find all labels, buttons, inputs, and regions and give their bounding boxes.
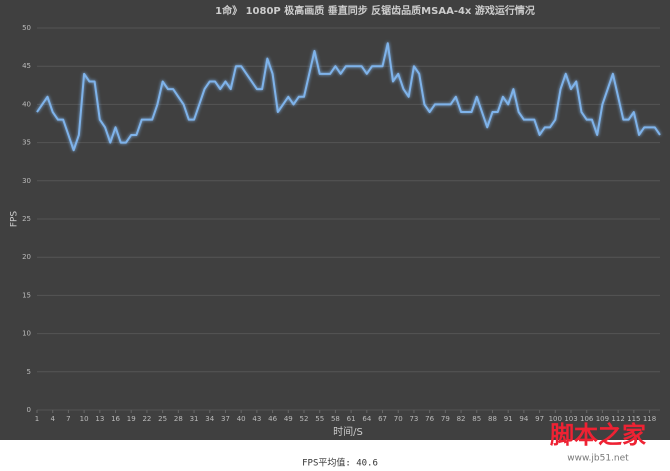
x-tick-label: 25 (158, 415, 167, 423)
x-tick-label: 109 (596, 415, 609, 423)
x-axis-label: 时间/S (333, 425, 363, 438)
y-tick-label: 25 (22, 215, 31, 223)
x-tick-label: 115 (627, 415, 640, 423)
y-tick-label: 5 (27, 368, 31, 376)
x-tick-label: 43 (252, 415, 261, 423)
x-tick-label: 1 (35, 415, 39, 423)
x-tick-label: 103 (564, 415, 577, 423)
y-tick-label: 45 (22, 62, 31, 70)
x-tick-label: 40 (237, 415, 246, 423)
x-tick-label: 118 (643, 415, 656, 423)
x-tick-label: 88 (488, 415, 497, 423)
x-tick-label: 16 (111, 415, 120, 423)
y-tick-label: 10 (22, 330, 31, 338)
chart-background (0, 0, 670, 440)
footer-text: FPS平均值: 40.6 (302, 457, 378, 469)
y-tick-label: 50 (22, 24, 31, 32)
y-tick-label: 40 (22, 100, 31, 108)
x-tick-label: 97 (535, 415, 544, 423)
watermark: 脚本之家 (550, 421, 646, 449)
x-tick-label: 61 (347, 415, 356, 423)
x-tick-label: 94 (519, 415, 528, 423)
x-tick-label: 7 (66, 415, 70, 423)
x-tick-label: 82 (457, 415, 466, 423)
x-tick-label: 76 (425, 415, 434, 423)
x-tick-label: 58 (331, 415, 340, 423)
x-tick-label: 79 (441, 415, 450, 423)
x-tick-label: 34 (205, 415, 214, 423)
x-tick-label: 37 (221, 415, 230, 423)
x-tick-label: 64 (362, 415, 371, 423)
y-tick-label: 30 (22, 177, 31, 185)
x-tick-label: 91 (504, 415, 513, 423)
x-tick-label: 22 (142, 415, 151, 423)
x-tick-label: 10 (80, 415, 89, 423)
x-tick-label: 31 (190, 415, 199, 423)
x-tick-label: 52 (300, 415, 309, 423)
watermark-url: www.jb51.net (567, 454, 629, 464)
x-tick-label: 13 (95, 415, 104, 423)
x-tick-label: 100 (549, 415, 562, 423)
x-tick-label: 46 (268, 415, 277, 423)
y-tick-label: 35 (22, 139, 31, 147)
x-tick-label: 67 (378, 415, 387, 423)
y-tick-label: 20 (22, 253, 31, 261)
x-tick-label: 28 (174, 415, 183, 423)
x-tick-label: 4 (50, 415, 55, 423)
x-tick-label: 49 (284, 415, 293, 423)
x-tick-label: 55 (315, 415, 324, 423)
x-tick-label: 106 (580, 415, 594, 423)
x-tick-label: 19 (127, 415, 136, 423)
y-tick-label: 0 (27, 406, 31, 414)
x-tick-label: 85 (472, 415, 481, 423)
data-line (36, 42, 661, 152)
y-tick-label: 15 (22, 291, 31, 299)
x-tick-label: 112 (611, 415, 624, 423)
y-axis-label: FPS (10, 211, 20, 228)
x-tick-label: 73 (409, 415, 418, 423)
x-tick-label: 70 (394, 415, 403, 423)
chart-title: 1命》 1080P 极高画质 垂直同步 反锯齿品质MSAA-4x 游戏运行情况 (215, 4, 535, 17)
